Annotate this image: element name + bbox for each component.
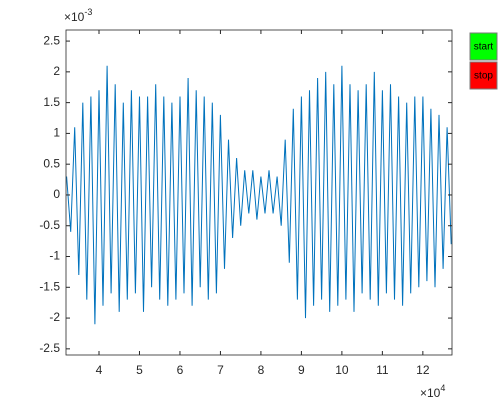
button-label[interactable]: start <box>474 42 494 53</box>
x-tick-label: 4 <box>96 363 103 377</box>
y-tick-label: 0 <box>53 187 60 201</box>
exponent-base: ×10 <box>420 386 441 400</box>
y-tick-label: -2 <box>49 310 60 324</box>
x-tick-label: 9 <box>298 363 305 377</box>
button-face[interactable] <box>469 32 498 61</box>
y-tick-label: -1.5 <box>39 279 60 293</box>
y-tick-label: 1 <box>53 126 60 140</box>
button-1[interactable]: stop <box>469 61 498 90</box>
button-0[interactable]: start <box>469 32 498 61</box>
y-tick-label: -1 <box>49 249 60 263</box>
button-face[interactable] <box>469 61 498 90</box>
signal-line <box>66 65 452 325</box>
y-tick-label: 2.5 <box>43 33 60 47</box>
y-tick-label: 1.5 <box>43 95 60 109</box>
exponent-base: ×10 <box>64 10 85 24</box>
x-tick-label: 5 <box>136 363 143 377</box>
axis-exponent: ×104 <box>420 383 445 400</box>
exponent-power: 4 <box>440 383 445 393</box>
y-tick-label: -2.5 <box>39 341 60 355</box>
y-tick-label: -0.5 <box>39 218 60 232</box>
x-tick-label: 6 <box>177 363 184 377</box>
axes-box <box>65 29 453 356</box>
y-tick-label: 2 <box>53 64 60 78</box>
exponent-power: -3 <box>84 7 92 17</box>
button-label[interactable]: stop <box>474 71 493 82</box>
y-tick-label: 0.5 <box>43 156 60 170</box>
axis-exponent: ×10-3 <box>64 7 92 24</box>
x-tick-label: 10 <box>335 363 349 377</box>
x-tick-label: 11 <box>376 363 389 377</box>
x-tick-label: 12 <box>416 363 430 377</box>
x-tick-label: 7 <box>217 363 224 377</box>
x-tick-label: 8 <box>258 363 265 377</box>
